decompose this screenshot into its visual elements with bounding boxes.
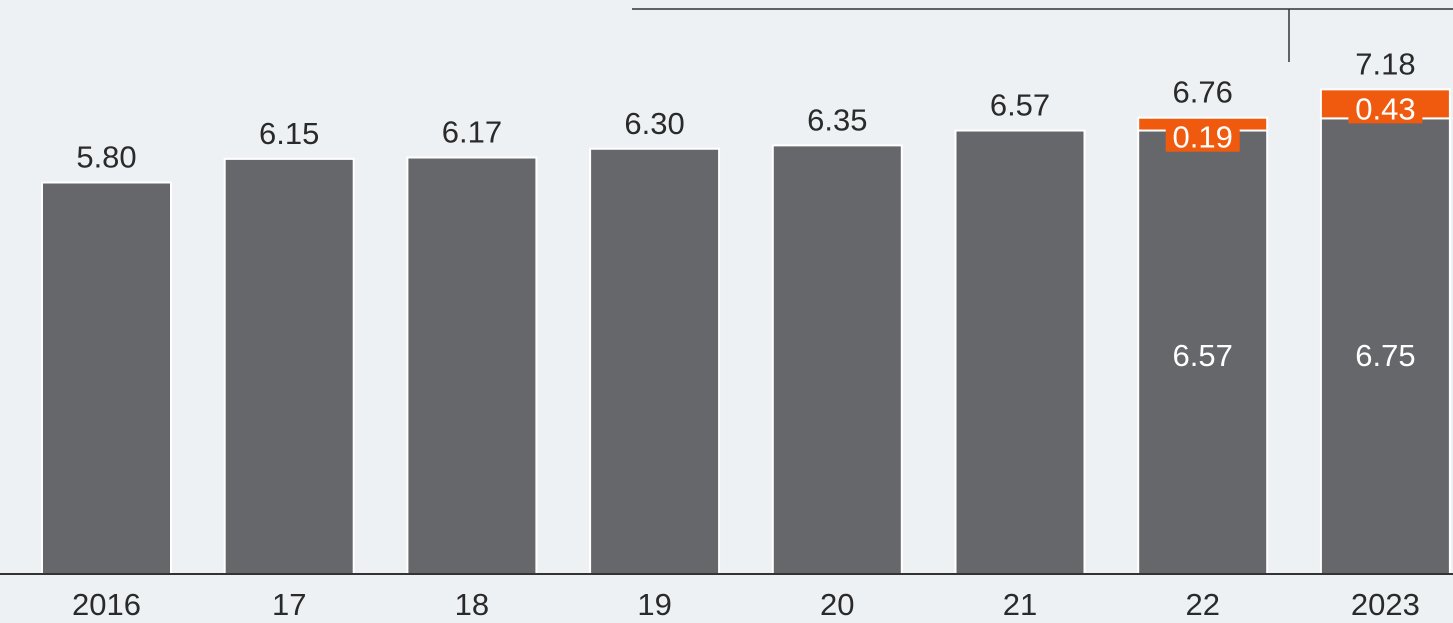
total-label-7: 7.18: [1355, 46, 1415, 81]
total-label-3: 6.30: [624, 106, 684, 141]
increment-label-6: 0.19: [1173, 120, 1233, 155]
base-label-7: 6.75: [1355, 338, 1415, 373]
increment-label-7: 0.43: [1355, 91, 1415, 126]
x-tick-label-2: 18: [455, 587, 489, 622]
total-label-0: 5.80: [76, 140, 136, 175]
bar-base-1: [223, 157, 355, 575]
total-label-2: 6.17: [442, 115, 502, 150]
increment-tag-7: [1348, 91, 1423, 124]
x-tick-label-0: 2016: [72, 587, 141, 622]
base-label-6: 6.57: [1173, 338, 1233, 373]
total-label-6: 6.76: [1173, 75, 1233, 110]
total-label-4: 6.35: [807, 102, 867, 137]
increment-tag-6: [1165, 119, 1240, 152]
bar-base-6: [1137, 129, 1269, 575]
x-tick-label-7: 2023: [1351, 587, 1420, 622]
bar-base-3: [589, 147, 721, 575]
bar-base-2: [406, 156, 538, 575]
bar-base-4: [771, 144, 903, 575]
x-tick-label-5: 21: [1003, 587, 1037, 622]
x-tick-label-6: 22: [1185, 587, 1219, 622]
x-tick-label-3: 19: [637, 587, 671, 622]
bar-base-5: [954, 129, 1086, 575]
x-tick-label-1: 17: [272, 587, 306, 622]
bars-group: [41, 88, 1451, 575]
total-label-1: 6.15: [259, 116, 319, 151]
total-label-5: 6.57: [990, 88, 1050, 123]
x-tick-label-4: 20: [820, 587, 854, 622]
bar-base-0: [41, 181, 172, 575]
labels-group: 5.80 2016 6.15 17 6.17 18 6.30 19 6.35 20 6.57 21 0.…: [72, 46, 1423, 622]
